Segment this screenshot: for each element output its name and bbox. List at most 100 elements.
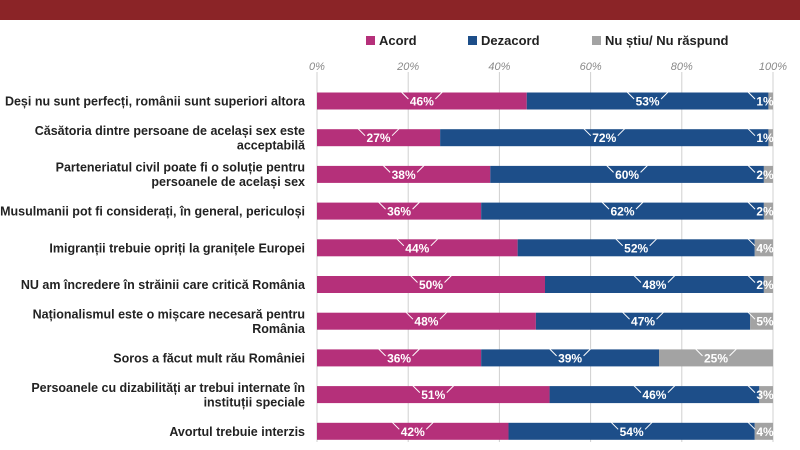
data-label: 38% [392, 168, 416, 182]
bar-segment [490, 165, 764, 183]
category-label: Imigranții trebuie opriți la granițele E… [49, 241, 305, 255]
label-tick [667, 275, 676, 283]
label-tick [774, 165, 783, 173]
x-tick-label: 100% [759, 61, 787, 73]
label-tick [401, 91, 409, 100]
data-label: 51% [421, 388, 445, 402]
bar-segment [481, 349, 659, 367]
label-tick [444, 275, 452, 283]
legend-swatch [468, 36, 477, 45]
label-tick [626, 91, 635, 100]
label-tick [774, 201, 783, 210]
data-label: 50% [419, 278, 443, 292]
label-tick [610, 421, 619, 430]
label-tick [391, 421, 400, 430]
bar-segment [763, 202, 773, 220]
bar-segment [549, 386, 760, 404]
data-label: 52% [624, 241, 648, 255]
data-label: 2% [756, 168, 774, 182]
bar-segment [317, 349, 482, 367]
bar-segment [754, 422, 773, 440]
legend-label: Nu știu/ Nu răspund [605, 33, 729, 48]
data-label: 60% [615, 168, 639, 182]
legend-label: Dezacord [481, 33, 540, 48]
label-tick [656, 311, 664, 320]
label-tick [774, 128, 783, 137]
bar-segment [768, 92, 773, 110]
bar-segment [526, 92, 769, 110]
category-label: Naționalismul este o mișcare necesară pe… [33, 307, 306, 336]
data-label: 54% [620, 425, 644, 439]
label-tick [633, 275, 642, 283]
category-label: Deși nu sunt perfecți, românii sunt supe… [5, 95, 306, 109]
label-tick [774, 311, 783, 320]
data-label: 39% [558, 351, 582, 365]
category-label: Parteneriatul civil poate fi o soluție p… [56, 161, 305, 190]
label-tick [747, 421, 756, 430]
data-label: 36% [387, 351, 411, 365]
label-tick [635, 201, 644, 210]
data-label: 44% [405, 241, 429, 255]
label-tick [633, 385, 642, 393]
label-tick [583, 128, 592, 137]
category-label: Musulmanii pot fi considerați, în genera… [0, 205, 305, 219]
data-label: 48% [642, 278, 666, 292]
category-label: Căsătoria dintre persoane de același sex… [35, 124, 306, 153]
label-tick [640, 165, 648, 173]
label-tick [774, 385, 783, 393]
label-tick [378, 348, 386, 357]
label-tick [747, 128, 756, 137]
x-tick-label: 80% [671, 61, 693, 73]
label-tick [747, 311, 756, 320]
bar-segment [763, 165, 773, 183]
label-tick [412, 385, 421, 393]
data-label: 4% [756, 425, 774, 439]
bar-segment [317, 422, 509, 440]
data-label: 2% [756, 278, 774, 292]
data-label: 1% [756, 131, 774, 145]
bar-segment [763, 276, 773, 293]
category-label: NU am încredere în străinii care critică… [21, 278, 306, 292]
label-tick [396, 238, 405, 247]
bar-segment [317, 129, 441, 147]
label-tick [747, 238, 756, 247]
label-tick [425, 421, 434, 430]
bar-segment [481, 202, 764, 220]
bar-segment [317, 92, 527, 110]
label-tick [410, 275, 418, 283]
data-label: 25% [704, 351, 728, 365]
category-label: Persoanele cu dizabilități ar trebui int… [31, 381, 305, 410]
label-tick [622, 311, 630, 320]
x-tick-label: 20% [396, 61, 419, 73]
label-tick [747, 165, 756, 173]
label-tick [747, 385, 756, 393]
data-label: 47% [631, 315, 655, 329]
bar-segment [317, 202, 482, 220]
data-label: 2% [756, 205, 774, 219]
category-label: Soros a făcut mult rău României [113, 351, 305, 365]
data-label: 27% [367, 131, 391, 145]
data-label: 5% [756, 315, 774, 329]
bar-segment [750, 312, 773, 330]
label-tick [747, 91, 756, 100]
label-tick [391, 128, 400, 137]
label-tick [729, 348, 737, 357]
category-label: Avortul trebuie interzis [169, 425, 305, 439]
label-tick [649, 238, 658, 247]
data-label: 46% [410, 95, 434, 109]
label-tick [644, 421, 653, 430]
x-tick-label: 0% [309, 61, 325, 73]
legend-swatch [592, 36, 601, 45]
bar-segment [659, 349, 773, 367]
data-label: 3% [756, 388, 774, 402]
legend-swatch [366, 36, 375, 45]
bar-segment [517, 239, 755, 257]
legend-label: Acord [379, 33, 417, 48]
bar-segment [317, 386, 550, 404]
label-tick [583, 348, 591, 357]
label-tick [416, 165, 425, 173]
label-tick [357, 128, 366, 137]
bar-segment [508, 422, 755, 440]
label-tick [695, 348, 703, 357]
